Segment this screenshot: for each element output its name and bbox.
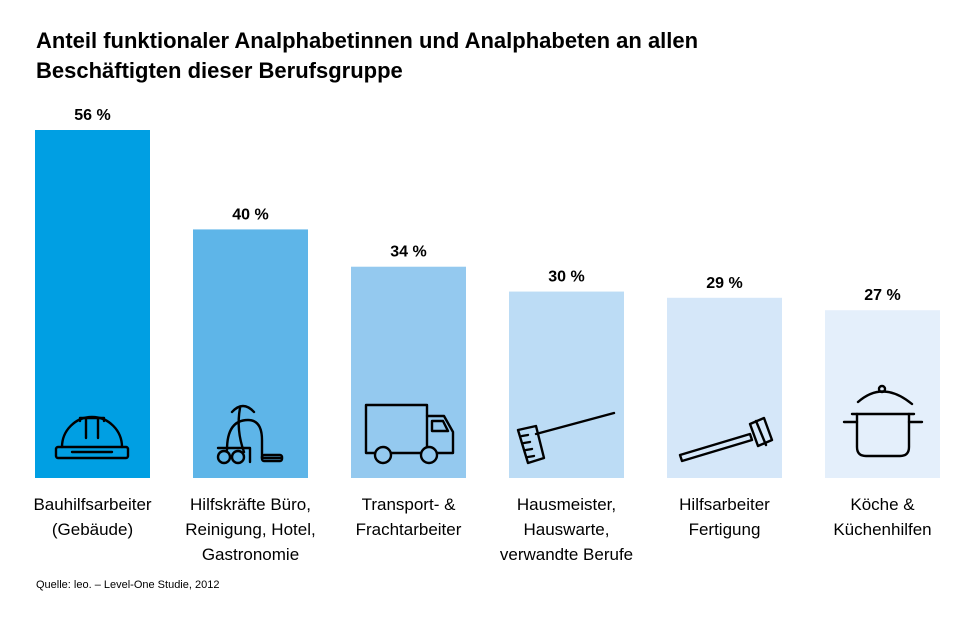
vacuum-cleaner-icon: [216, 404, 284, 465]
chart-title: Anteil funktionaler Analphabetinnen und …: [36, 26, 936, 86]
category-label-3: Transport- & Frachtarbeiter: [356, 495, 462, 539]
bar-6: [825, 310, 940, 478]
source-note: Quelle: leo. – Level-One Studie, 2012: [36, 579, 220, 591]
broom-icon: [516, 411, 616, 465]
chart-title-line-2: Beschäftigten dieser Berufsgruppe: [36, 58, 403, 83]
hard-hat-icon: [54, 415, 130, 460]
bar-1: [35, 130, 150, 478]
value-label-1: 56 %: [74, 107, 110, 124]
category-label-4: Hausmeister, Hauswarte, verwandte Berufe: [500, 495, 633, 564]
category-labels-group: Bauhilfsarbeiter (Gebäude) Hilfskräfte Bür…: [33, 495, 931, 564]
bar-2: [193, 229, 308, 478]
chart-title-line-1: Anteil funktionaler Analphabetinnen und …: [36, 28, 699, 53]
bars-group: [35, 130, 940, 478]
cooking-pot-icon: [842, 384, 924, 458]
value-labels-group: 56 % 40 % 34 % 30 % 29 % 27 %: [74, 107, 900, 304]
value-label-3: 34 %: [390, 244, 426, 261]
category-label-2: Hilfskräfte Büro, Reinigung, Hotel, Gastro…: [185, 495, 315, 564]
bar-5: [667, 297, 782, 478]
bar-3: [351, 266, 466, 478]
hammer-icon: [678, 416, 774, 463]
value-label-5: 29 %: [706, 275, 742, 292]
category-label-1: Bauhilfsarbeiter (Gebäude): [33, 495, 151, 539]
category-label-6: Köche & Küchenhilfen: [833, 495, 931, 539]
truck-icon: [364, 403, 455, 465]
category-label-5: Hilfsarbeiter Fertigung: [679, 495, 770, 539]
value-label-6: 27 %: [864, 287, 900, 304]
bar-4: [509, 291, 624, 478]
value-label-4: 30 %: [548, 269, 584, 286]
icons-group: [54, 384, 924, 465]
value-label-2: 40 %: [232, 206, 268, 223]
